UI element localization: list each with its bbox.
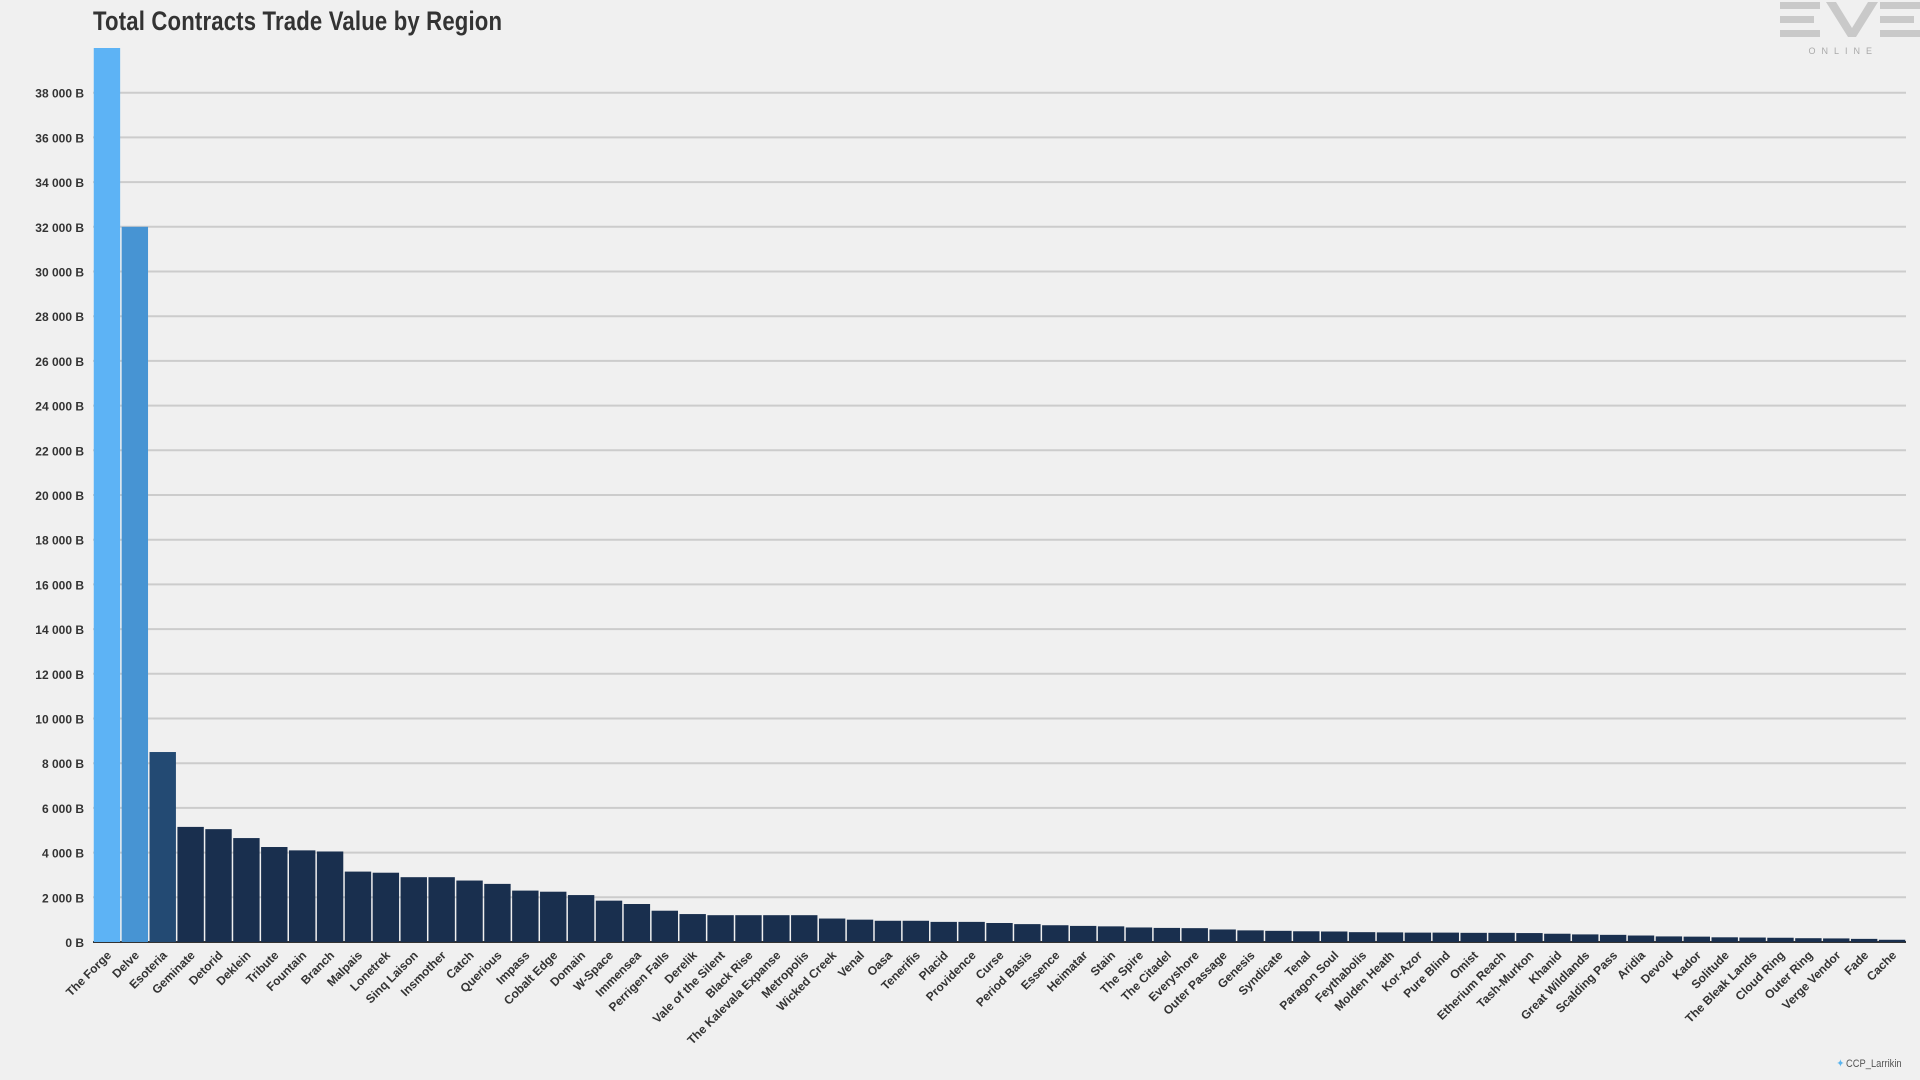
bar-branch bbox=[316, 851, 344, 942]
bar-immensea bbox=[623, 904, 651, 942]
y-tick-label: 34 000 B bbox=[35, 176, 84, 190]
bar-vale-of-the-silent bbox=[707, 915, 734, 942]
y-tick-label: 26 000 B bbox=[35, 355, 84, 369]
bar-omist bbox=[1460, 932, 1487, 942]
bar-malpais bbox=[344, 871, 372, 942]
gridlines bbox=[93, 91, 1906, 943]
y-tick-label: 12 000 B bbox=[35, 668, 84, 682]
bar-great-wildlands bbox=[1572, 934, 1599, 942]
bar-metropolis bbox=[791, 915, 818, 942]
bar-curse bbox=[986, 923, 1013, 942]
bar-black-rise bbox=[735, 915, 762, 942]
bar-the-spire bbox=[1125, 927, 1153, 942]
bar-period-basis bbox=[1014, 924, 1041, 942]
bar-impass bbox=[512, 890, 539, 942]
chart-title: Total Contracts Trade Value by Region bbox=[93, 6, 503, 36]
bar-deklein bbox=[233, 838, 260, 942]
bar-etherium-reach bbox=[1488, 932, 1515, 942]
credit-handle: ✦ CCP_Larrikin bbox=[1837, 1057, 1902, 1070]
y-tick-label: 28 000 B bbox=[35, 310, 84, 324]
bar-lonetrek bbox=[372, 872, 400, 942]
bar-cobalt-edge bbox=[540, 891, 567, 942]
x-tick-label: The Forge bbox=[63, 948, 114, 999]
x-tick-label: Venal bbox=[835, 948, 867, 980]
bar-sinq-laison bbox=[400, 877, 427, 942]
bar-stain bbox=[1097, 926, 1125, 942]
bar-genesis bbox=[1237, 930, 1264, 942]
bar-outer-ring bbox=[1795, 938, 1822, 942]
bar-querious bbox=[484, 883, 511, 942]
y-tick-label: 20 000 B bbox=[35, 489, 84, 503]
bar-delve bbox=[121, 226, 149, 943]
bar-derelik bbox=[679, 914, 706, 942]
y-tick-label: 6 000 B bbox=[42, 802, 84, 816]
bar-wicked-creek bbox=[818, 918, 846, 942]
bar-oasa bbox=[874, 920, 902, 942]
credit-text: CCP_Larrikin bbox=[1846, 1058, 1902, 1070]
y-tick-label: 38 000 B bbox=[35, 87, 84, 101]
eve-online-logo bbox=[1780, 0, 1920, 45]
y-tick-label: 4 000 B bbox=[42, 847, 84, 861]
twitter-bird-icon: ✦ bbox=[1836, 1058, 1845, 1070]
bars bbox=[93, 48, 1906, 943]
bar-cloud-ring bbox=[1767, 937, 1794, 942]
y-tick-label: 18 000 B bbox=[35, 534, 84, 548]
bar-providence bbox=[958, 921, 985, 942]
y-tick-label: 2 000 B bbox=[42, 891, 84, 905]
bar-the-citadel bbox=[1153, 927, 1181, 942]
bar-fade bbox=[1850, 938, 1878, 942]
bar-kador bbox=[1683, 936, 1711, 942]
y-tick-label: 0 B bbox=[65, 936, 84, 950]
bar-scalding-pass bbox=[1599, 934, 1627, 942]
bar-placid bbox=[930, 921, 957, 942]
bar-everyshore bbox=[1181, 928, 1208, 942]
bar-perrigen-falls bbox=[651, 910, 678, 942]
bar-the-bleak-lands bbox=[1739, 937, 1766, 942]
bar-devoid bbox=[1655, 936, 1683, 942]
bar-aridia bbox=[1627, 935, 1655, 942]
bar-cache bbox=[1878, 939, 1906, 942]
bar-feythabolis bbox=[1348, 932, 1376, 942]
bar-insmother bbox=[428, 877, 455, 942]
bar-fountain bbox=[288, 850, 316, 942]
bar-the-forge bbox=[93, 48, 121, 942]
bar-verge-vendor bbox=[1823, 938, 1850, 942]
bar-molden-heath bbox=[1376, 932, 1404, 942]
x-tick-label: Cache bbox=[1864, 948, 1900, 984]
y-tick-label: 24 000 B bbox=[35, 400, 84, 414]
y-tick-label: 36 000 B bbox=[35, 131, 84, 145]
bar-paragon-soul bbox=[1321, 931, 1348, 942]
bar-catch bbox=[456, 880, 483, 942]
bar-essence bbox=[1042, 925, 1069, 942]
bar-tash-murkon bbox=[1516, 933, 1543, 942]
bar-tenal bbox=[1293, 931, 1320, 942]
bar-kor-azor bbox=[1404, 932, 1432, 942]
bar-esoteria bbox=[149, 752, 176, 942]
bar-domain bbox=[567, 895, 595, 942]
y-tick-label: 10 000 B bbox=[35, 713, 84, 727]
bar-the-kalevala-expanse bbox=[763, 915, 790, 942]
bar-geminate bbox=[177, 826, 204, 942]
y-tick-labels: 0 B 2 000 B 4 000 B 6 000 B 8 000 B 10 000 B 1… bbox=[35, 87, 84, 950]
x-tick-labels: The ForgeDelveEsoteriaGeminateDetoridDek… bbox=[63, 948, 1899, 1047]
bar-venal bbox=[846, 919, 874, 942]
y-tick-label: 16 000 B bbox=[35, 578, 84, 592]
y-tick-label: 30 000 B bbox=[35, 266, 84, 280]
bar-khanid bbox=[1544, 933, 1571, 942]
y-tick-label: 22 000 B bbox=[35, 444, 84, 458]
logo-subtitle: ONLINE bbox=[1808, 46, 1878, 56]
bar-pure-blind bbox=[1432, 932, 1459, 942]
bar-syndicate bbox=[1265, 930, 1292, 942]
y-tick-label: 32 000 B bbox=[35, 221, 84, 235]
bar-w-space bbox=[595, 900, 623, 942]
bar-outer-passage bbox=[1209, 929, 1236, 942]
y-tick-label: 8 000 B bbox=[42, 757, 84, 771]
bar-tenerifis bbox=[902, 920, 930, 942]
bar-solitude bbox=[1711, 937, 1738, 942]
bar-tribute bbox=[261, 847, 288, 942]
bar-detorid bbox=[205, 829, 232, 942]
y-tick-label: 14 000 B bbox=[35, 623, 84, 637]
bar-heimatar bbox=[1069, 925, 1097, 942]
